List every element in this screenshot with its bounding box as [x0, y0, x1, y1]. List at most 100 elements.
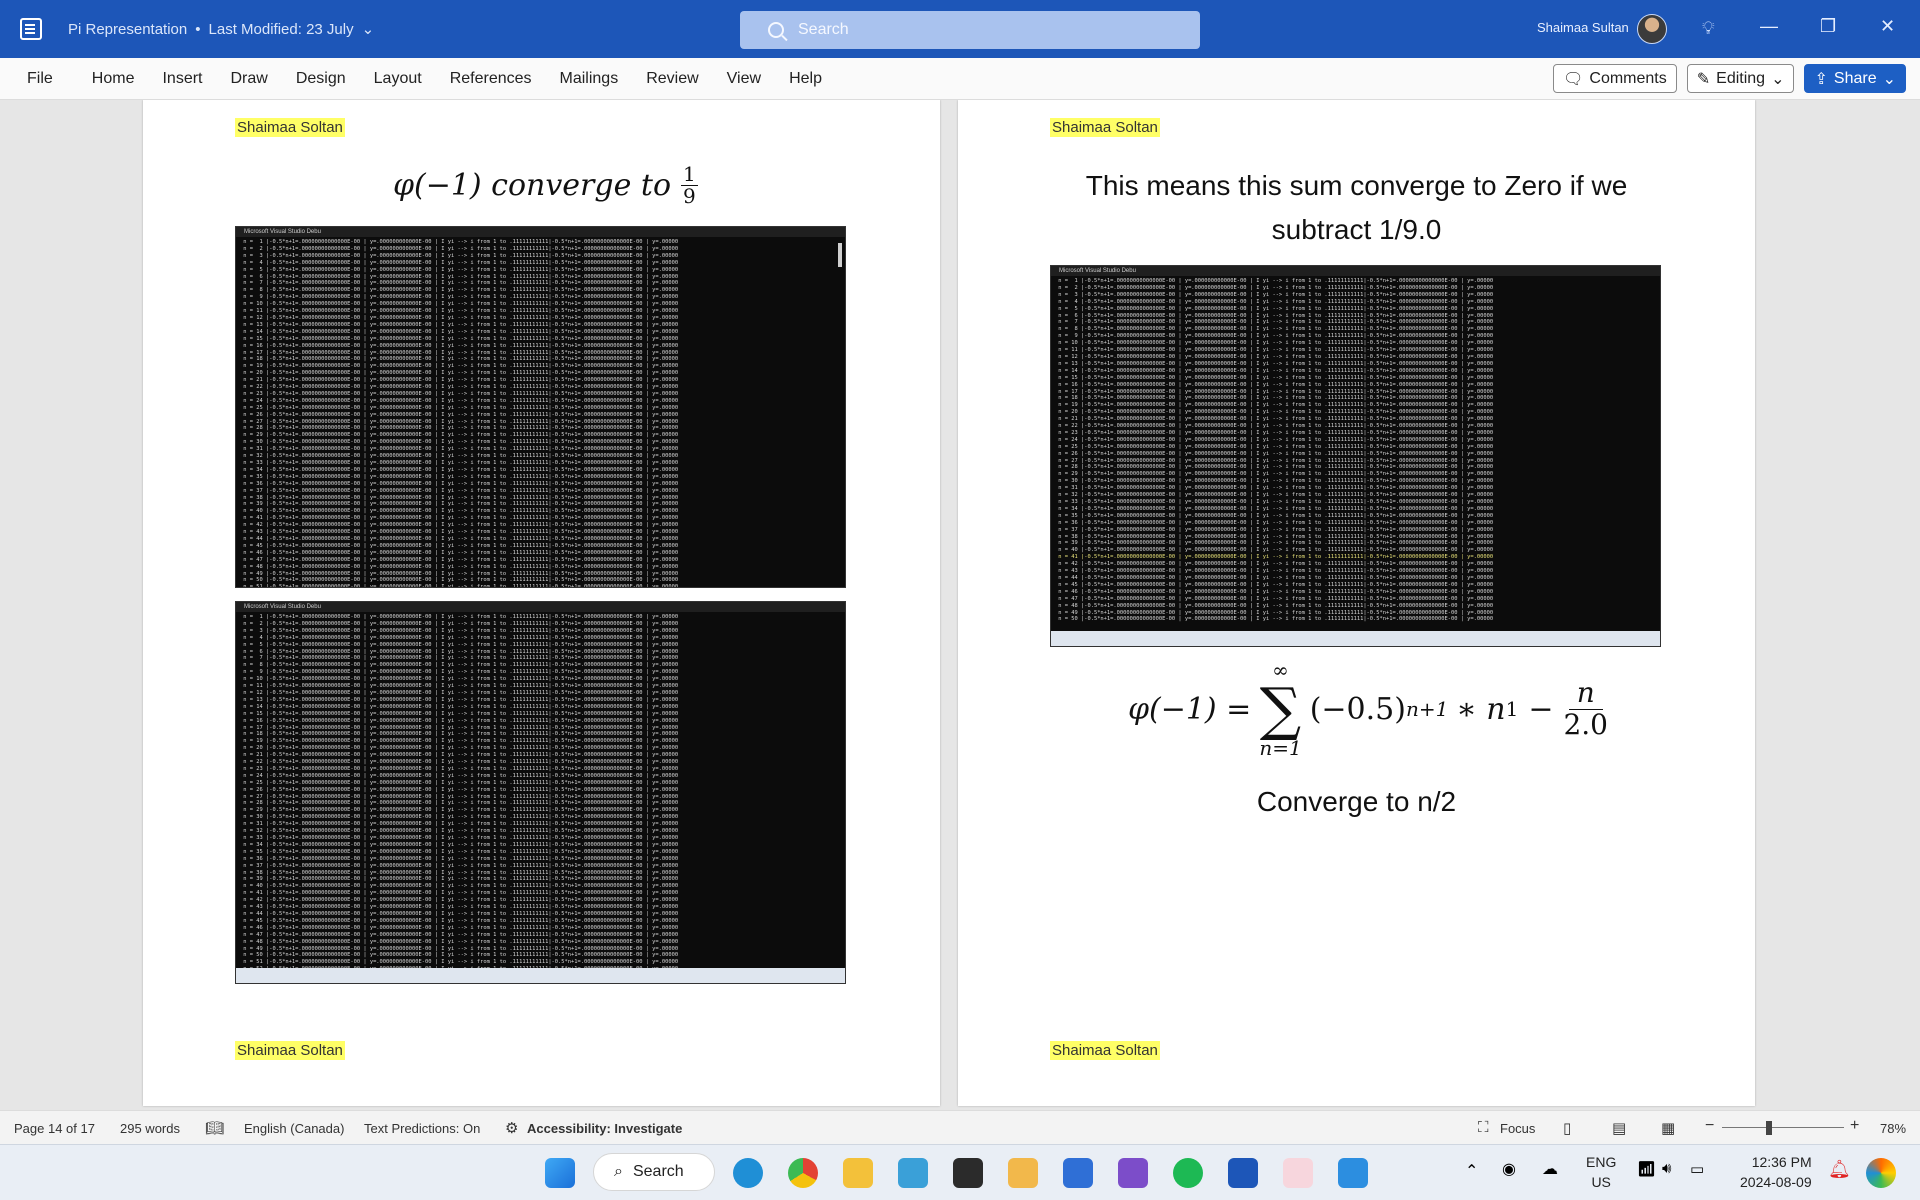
console-titlebar: Microsoft Visual Studio Debu	[236, 227, 845, 237]
page-count[interactable]: Page 14 of 17	[14, 1121, 95, 1136]
user-name[interactable]: Shaimaa Sultan	[1537, 20, 1629, 35]
todo-icon[interactable]	[1063, 1158, 1093, 1188]
focus-icon: ⛶	[1478, 1119, 1489, 1136]
share-button[interactable]: ⇪ Share ⌄	[1804, 64, 1906, 93]
copilot-icon[interactable]	[1866, 1158, 1896, 1188]
title-separator: •	[195, 20, 201, 38]
web-layout-icon[interactable]: ▦	[1661, 1120, 1676, 1137]
close-icon[interactable]: ✕	[1880, 16, 1896, 36]
console-screenshot-3: Microsoft Visual Studio Debu n = 1 |-0.5…	[1050, 265, 1661, 647]
volume-icon[interactable]: 🔊︎	[1662, 1160, 1672, 1177]
last-modified: Last Modified: 23 July	[208, 20, 354, 38]
console-output: n = 1 |-0.5*n+1=.00000000000000E-00 | y=…	[243, 239, 679, 588]
tab-home[interactable]: Home	[91, 69, 135, 87]
page-right[interactable]: Shaimaa Soltan This means this sum conve…	[958, 100, 1755, 1106]
chevron-down-icon: ⌄	[1882, 70, 1896, 88]
battery-icon[interactable]: ▭	[1690, 1161, 1705, 1178]
share-label: Share	[1833, 69, 1877, 87]
word-count[interactable]: 295 words	[120, 1121, 180, 1136]
tab-layout[interactable]: Layout	[373, 69, 422, 87]
visual-studio-icon[interactable]	[1118, 1158, 1148, 1188]
fraction-denominator: 9	[683, 184, 696, 208]
language[interactable]: English (Canada)	[244, 1121, 345, 1136]
edge-icon[interactable]	[733, 1158, 763, 1188]
lightbulb-icon[interactable]: 💡︎	[1702, 18, 1715, 38]
tab-help[interactable]: Help	[789, 69, 822, 87]
console-output: n = 1 |-0.5*n+1=.00000000000000E-00 | y=…	[1055, 278, 1494, 623]
embedded-taskbar	[236, 968, 845, 983]
snipping-tool-icon[interactable]	[1283, 1158, 1313, 1188]
paint-icon[interactable]	[1008, 1158, 1038, 1188]
chevron-up-icon[interactable]: ⌃	[1465, 1163, 1479, 1180]
windows-start-icon[interactable]	[545, 1158, 575, 1188]
system-clock[interactable]: 12:36 PM 2024-08-09	[1740, 1152, 1812, 1192]
wifi-icon[interactable]: 📶︎	[1637, 1161, 1657, 1178]
app-tray-icon[interactable]: ◉	[1502, 1161, 1516, 1178]
formula-mid: ∗ n	[1456, 691, 1506, 727]
focus-button[interactable]: Focus	[1500, 1121, 1536, 1136]
console-scrollbar	[838, 243, 842, 267]
document-title[interactable]: Pi Representation • Last Modified: 23 Ju…	[68, 20, 374, 39]
keyboard-app-icon[interactable]	[898, 1158, 928, 1188]
author-highlight: Shaimaa Soltan	[1050, 1041, 1160, 1060]
notification-bell-icon[interactable]: 🔔︎	[1828, 1159, 1851, 1179]
terminal-icon[interactable]	[953, 1158, 983, 1188]
word-app-icon	[20, 18, 42, 40]
restore-icon[interactable]: ❐	[1820, 16, 1837, 36]
language-code: ENG	[1586, 1154, 1617, 1170]
body-text-line: subtract 1/9.0	[1271, 214, 1442, 245]
search-icon	[768, 22, 784, 38]
onedrive-icon[interactable]: ☁	[1542, 1161, 1558, 1178]
taskbar-search[interactable]: ⌕ Search	[593, 1153, 715, 1191]
input-language[interactable]: ENG US	[1586, 1152, 1616, 1192]
search-box[interactable]: Search	[740, 11, 1200, 49]
tab-mailings[interactable]: Mailings	[559, 69, 619, 87]
zoom-out-icon[interactable]: −	[1705, 1117, 1715, 1134]
accessibility-status[interactable]: Accessibility: Investigate	[527, 1121, 683, 1136]
tab-references[interactable]: References	[449, 69, 532, 87]
chrome-icon[interactable]	[788, 1158, 818, 1188]
tab-view[interactable]: View	[726, 69, 762, 87]
text-predictions[interactable]: Text Predictions: On	[364, 1121, 481, 1136]
file-explorer-icon[interactable]	[843, 1158, 873, 1188]
status-bar: Page 14 of 17 295 words 📖︎ English (Cana…	[0, 1110, 1920, 1144]
zoom-level[interactable]: 78%	[1880, 1121, 1907, 1136]
page-left[interactable]: Shaimaa Soltan φ(−1) converge to 1 9 Mic…	[143, 100, 940, 1106]
author-highlight: Shaimaa Soltan	[1050, 118, 1160, 137]
tab-review[interactable]: Review	[646, 69, 699, 87]
console-titlebar: Microsoft Visual Studio Debu	[236, 602, 845, 612]
tab-insert[interactable]: Insert	[162, 69, 203, 87]
word-icon[interactable]	[1228, 1158, 1258, 1188]
formula-exponent: 1	[1505, 697, 1519, 721]
spotify-icon[interactable]	[1173, 1158, 1203, 1188]
author-highlight: Shaimaa Soltan	[235, 1041, 345, 1060]
book-icon[interactable]: 📖︎	[205, 1120, 225, 1137]
pencil-icon: ✎	[1696, 70, 1711, 88]
avatar[interactable]	[1637, 14, 1667, 44]
sum-upper-limit: ∞	[1272, 658, 1289, 682]
ribbon-tabs: File Home Insert Draw Design Layout Refe…	[0, 58, 1920, 100]
chevron-down-icon: ⌄	[1771, 70, 1785, 88]
zoom-in-icon[interactable]: +	[1850, 1117, 1860, 1134]
minimize-icon[interactable]: —	[1760, 16, 1778, 36]
tab-file[interactable]: File	[27, 69, 53, 87]
tab-design[interactable]: Design	[295, 69, 346, 87]
accessibility-icon: ⚙	[505, 1120, 519, 1137]
body-text-line: This means this sum converge to Zero if …	[1085, 170, 1628, 201]
region-code: US	[1591, 1174, 1611, 1190]
title-bar: Pi Representation • Last Modified: 23 Ju…	[0, 0, 1920, 58]
photos-icon[interactable]	[1338, 1158, 1368, 1188]
fraction-numerator: 1	[681, 162, 698, 186]
tab-draw[interactable]: Draw	[230, 69, 268, 87]
document-canvas[interactable]: Shaimaa Soltan φ(−1) converge to 1 9 Mic…	[0, 100, 1920, 1110]
read-mode-icon[interactable]: ▯	[1563, 1120, 1572, 1137]
author-highlight: Shaimaa Soltan	[235, 118, 345, 137]
sigma-symbol: ∑	[1259, 675, 1302, 743]
sum-lower-limit: n=1	[1259, 736, 1302, 760]
comments-button[interactable]: 🗨︎ Comments	[1553, 64, 1677, 93]
zoom-slider-thumb[interactable]	[1766, 1121, 1772, 1135]
editing-mode-button[interactable]: ✎ Editing ⌄	[1686, 64, 1795, 93]
print-layout-icon[interactable]: ▤	[1612, 1120, 1627, 1137]
zoom-slider-track[interactable]	[1722, 1127, 1844, 1128]
embedded-taskbar	[1051, 631, 1660, 646]
